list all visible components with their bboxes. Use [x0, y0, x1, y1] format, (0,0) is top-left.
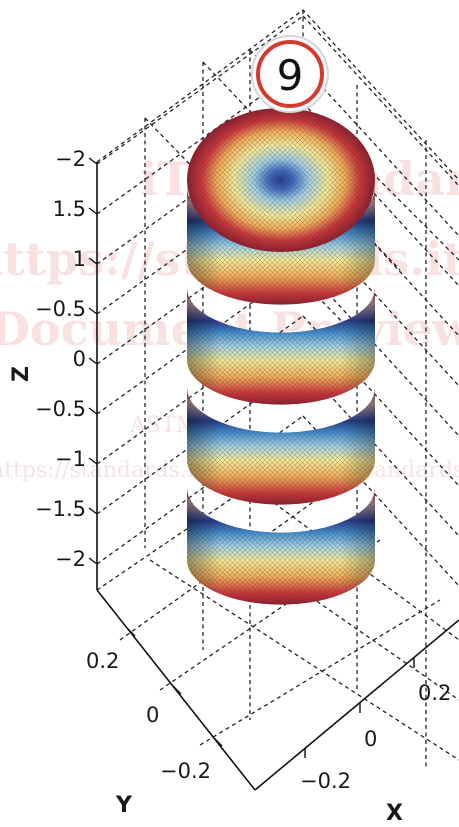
z-tick-label: −0.5	[35, 297, 86, 321]
axes-frame	[96, 162, 459, 791]
figure-number-badge: 9	[251, 35, 329, 113]
z-tick-label: 1	[73, 247, 86, 271]
z-tick-label: −1	[55, 447, 86, 471]
z-tick-mark	[88, 257, 98, 265]
y-tick-3: −0.2	[160, 759, 211, 783]
z-tick-mark	[88, 207, 98, 215]
z-tick-mark	[88, 557, 98, 565]
z-tick-mark	[88, 407, 98, 415]
x-tick-3: −0.2	[300, 769, 351, 793]
z-axis-label: Z	[9, 366, 34, 382]
z-tick-mark	[88, 357, 98, 365]
x-tick-marks	[304, 658, 415, 758]
x-tick-2: 0	[364, 727, 377, 751]
z-tick-label: −2	[55, 547, 86, 571]
surface-disk-1	[187, 108, 375, 305]
y-tick-1: 0.2	[86, 649, 119, 673]
x-tick-1: 0.2	[418, 681, 451, 705]
z-tick-mark	[88, 307, 98, 315]
z-tick-label: −0.5	[35, 397, 86, 421]
badge-number: 9	[277, 51, 304, 100]
watermark-line-4: ASTM	[129, 413, 198, 438]
z-tick-label: 1.5	[53, 197, 86, 221]
y-tick-marks	[126, 627, 223, 747]
y-axis-label: Y	[115, 793, 133, 818]
z-tick-label: −1.5	[35, 497, 86, 521]
z-tick-mark	[88, 457, 98, 465]
surface-disk-3	[187, 388, 375, 505]
surface-disk-4	[187, 488, 375, 605]
z-tick-mark	[88, 507, 98, 515]
y-tick-2: 0	[146, 703, 159, 727]
surface-disk-2	[187, 288, 375, 405]
z-tick-label: 0	[73, 347, 86, 371]
x-axis-label: X	[386, 801, 403, 826]
surface-stack	[187, 108, 375, 605]
z-axis-ticks: −2 1.5 1 −0.5 0 −0.5 −1 −1.5 −2	[35, 147, 98, 571]
z-tick-label: −2	[55, 147, 86, 171]
z-tick-mark	[88, 157, 98, 165]
